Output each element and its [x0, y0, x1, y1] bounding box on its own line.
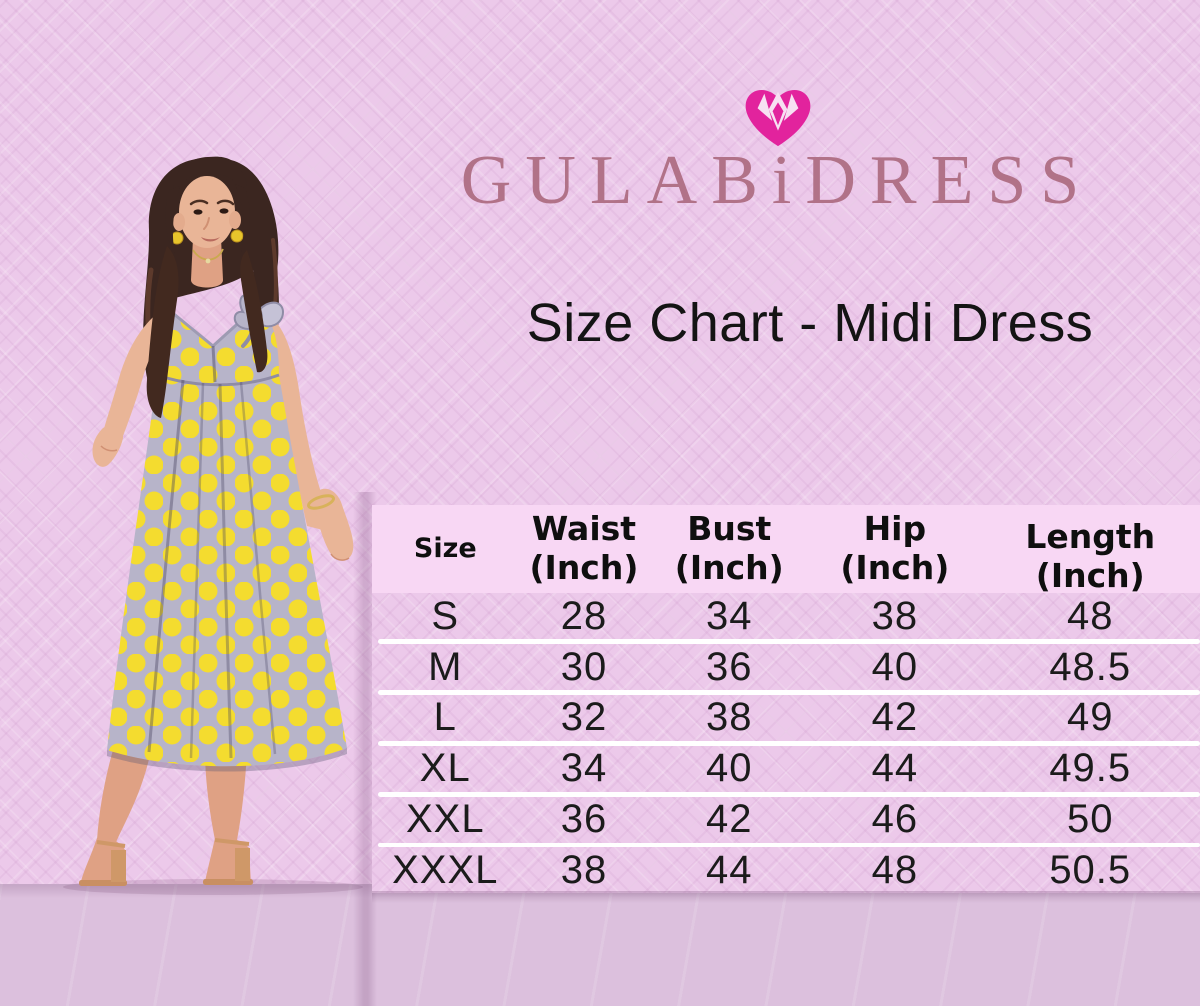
column-header-size: Size [413, 533, 477, 565]
column-header-bust: Bust (Inch) [674, 509, 784, 587]
cell-length: 49.5 [1049, 746, 1132, 791]
cell-waist: 30 [560, 644, 608, 689]
cell-bust: 38 [706, 695, 753, 740]
cell-size: XXXL [392, 848, 499, 893]
cell-size: XXL [405, 797, 485, 842]
row-separator [378, 792, 1200, 797]
cell-length: 50 [1067, 797, 1114, 842]
table-row: L 32 38 42 49 [372, 695, 1200, 741]
cell-size: S [431, 593, 460, 638]
floor [0, 884, 1200, 1006]
cell-waist: 34 [560, 746, 608, 791]
cell-bust: 34 [706, 593, 753, 638]
cell-size: L [433, 695, 457, 740]
row-separator [378, 690, 1200, 695]
cell-hip: 42 [871, 695, 919, 740]
cell-waist: 38 [560, 848, 608, 893]
heart-gem-icon [739, 82, 817, 157]
table-row: S 28 34 38 48 [372, 593, 1200, 639]
cell-hip: 48 [871, 848, 919, 893]
table-bottom-shadow [372, 891, 1200, 903]
column-header-hip: Hip (Inch) [840, 509, 950, 587]
table-body: S 28 34 38 48 M 30 36 40 48.5 L 32 38 42… [372, 593, 1200, 894]
cell-bust: 40 [706, 746, 753, 791]
table-row: XXL 36 42 46 50 [372, 797, 1200, 843]
table-header-row: Size Waist (Inch) Bust (Inch) Hip (Inch)… [372, 505, 1200, 595]
cell-size: XL [419, 746, 471, 791]
cell-length: 48.5 [1049, 644, 1132, 689]
cell-bust: 44 [706, 848, 753, 893]
cell-length: 49 [1067, 695, 1114, 740]
row-separator [378, 741, 1200, 746]
row-separator [378, 639, 1200, 644]
cell-waist: 36 [560, 797, 608, 842]
row-separator [378, 842, 1200, 848]
cell-bust: 36 [706, 644, 753, 689]
cell-hip: 44 [871, 746, 919, 791]
cell-length: 50.5 [1049, 848, 1132, 893]
table-row: XXXL 38 44 48 50.5 [372, 847, 1200, 893]
size-chart-table: Size Waist (Inch) Bust (Inch) Hip (Inch)… [372, 505, 1200, 893]
column-header-length: Length (Inch) [1025, 517, 1156, 595]
brand-name: GULABiDRESS [460, 142, 1094, 219]
cell-bust: 42 [706, 797, 753, 842]
cell-waist: 28 [560, 593, 608, 638]
page-title: Size Chart - Midi Dress [526, 293, 1094, 353]
column-header-waist: Waist (Inch) [529, 509, 639, 587]
cell-hip: 46 [871, 797, 919, 842]
model-photo [55, 150, 375, 900]
cell-hip: 38 [871, 593, 919, 638]
cell-length: 48 [1067, 593, 1114, 638]
cell-hip: 40 [871, 644, 919, 689]
table-row: XL 34 40 44 49.5 [372, 746, 1200, 792]
cell-waist: 32 [560, 695, 608, 740]
cell-size: M [428, 644, 463, 689]
table-row: M 30 36 40 48.5 [372, 644, 1200, 690]
